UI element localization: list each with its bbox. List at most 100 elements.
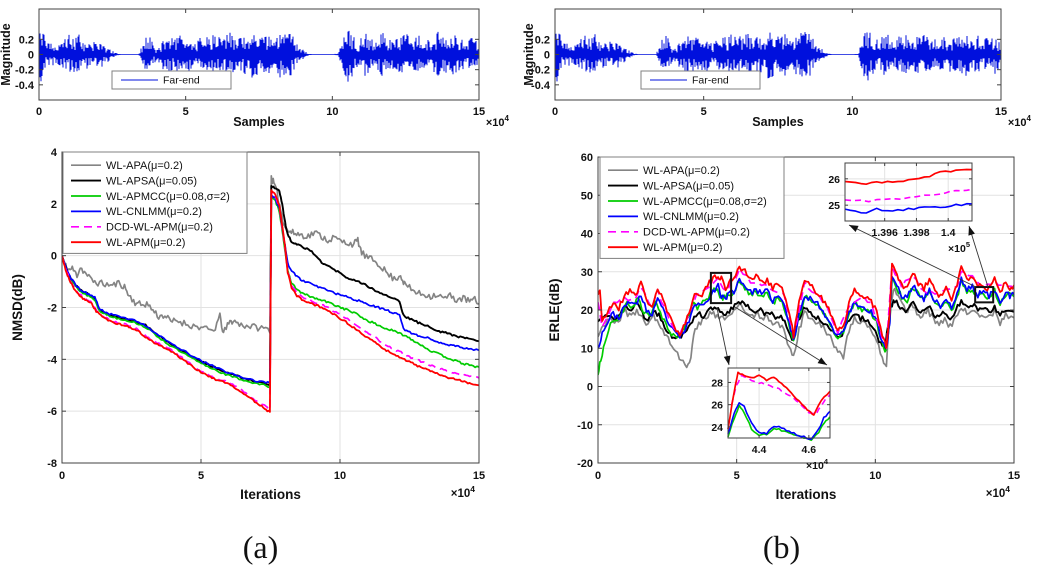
- farend-chart-b: 0 5 10 15 0.2 0 -0.2 -0.4 Samples Magnitude ×104 Fa…: [522, 8, 1032, 129]
- y-tick-label: -20: [577, 458, 593, 470]
- series-DCD-WL-APM(μ=0.2): [844, 188, 973, 203]
- y-tick-label: 4: [51, 147, 58, 159]
- legend-label: WL-CNLMM(μ=0.2): [643, 211, 739, 223]
- y-tick-label: 2: [51, 199, 57, 211]
- axes-ticks: 1.396 1.398 1.4 25 26: [828, 163, 972, 239]
- legend-box: [599, 156, 785, 259]
- nmsd-chart: 0 5 10 15 -8 -6 -4 -2 0 2 4 Iterations NMSD(dB) ×104 W…: [10, 147, 485, 502]
- farend-signal: [39, 30, 479, 82]
- x-axis-label: Iterations: [776, 487, 837, 502]
- axes-ticks: 0 5 10 15 0.2 0 -0.2 -0.4: [531, 9, 1007, 118]
- arrow-line: [734, 306, 828, 366]
- arrow-line: [848, 224, 977, 288]
- x-tick-label: 0: [595, 470, 601, 482]
- y-tick-label: 0: [544, 50, 550, 62]
- series-WL-APMCC(μ=0.08,σ=2): [727, 404, 831, 442]
- farend-signal: [555, 32, 1001, 82]
- x-axis-exponent: ×104: [1008, 114, 1032, 129]
- x-tick-label: 0: [59, 470, 65, 482]
- x-tick-label: 10: [869, 470, 881, 482]
- y-tick-label: -2: [47, 303, 57, 315]
- legend: Far-end: [640, 70, 761, 90]
- x-tick-label: 15: [473, 106, 485, 118]
- legend-label: DCD-WL-APM(μ=0.2): [643, 227, 750, 239]
- y-tick-label: 26: [711, 400, 723, 412]
- y-tick-label: 40: [581, 229, 593, 241]
- x-axis-exponent: ×104: [451, 484, 476, 500]
- axes-box: [844, 162, 973, 222]
- legend-label: WL-APMCC(μ=0.08,σ=2): [106, 191, 230, 203]
- series-WL-CNLMM(μ=0.2): [727, 402, 831, 440]
- zoom-box: [709, 271, 733, 305]
- y-tick-label: -4: [47, 354, 58, 366]
- x-axis-label: Samples: [233, 115, 284, 129]
- y-axis-label: ERLE(dB): [547, 279, 562, 342]
- arrowhead: [817, 357, 827, 365]
- legend-label: WL-APSA(μ=0.05): [106, 175, 197, 187]
- axes-ticks: 0 5 10 15 -8 -6 -4 -2 0 2 4: [47, 147, 485, 482]
- inset-exponent: ×104: [806, 457, 829, 472]
- inset-bg: [728, 368, 830, 438]
- axes-ticks: 0 5 10 15 0.2 0 -0.2 -0.4: [15, 9, 485, 118]
- y-tick-label: -6: [47, 406, 57, 418]
- x-tick-label: 5: [198, 470, 204, 482]
- legend-label: Far-end: [163, 75, 200, 87]
- series-DCD-WL-APM(μ=0.2): [730, 374, 831, 415]
- y-tick-label: 20: [581, 305, 593, 317]
- x-tick-label: 1.4: [941, 227, 956, 239]
- y-tick-label: 0: [587, 382, 593, 394]
- x-tick-label: 10: [326, 106, 338, 118]
- y-tick-label: 0: [28, 50, 34, 62]
- x-tick-label: 5: [701, 106, 707, 118]
- zoom-box: [974, 286, 995, 304]
- erle-chart: 0 5 10 15 -20 -10 0 10 20 30 40 50 60 Iterations ERLE(…: [547, 152, 1020, 502]
- inset-bg: [845, 163, 972, 221]
- x-tick-label: 10: [846, 106, 858, 118]
- legend-label: WL-APA(μ=0.2): [106, 160, 183, 172]
- y-tick-label: 28: [711, 377, 723, 389]
- y-tick-label: 10: [581, 343, 593, 355]
- x-tick-label: 4.6: [802, 444, 817, 456]
- legend-box: [640, 70, 761, 90]
- y-tick-label: -10: [577, 420, 593, 432]
- arrowhead: [849, 225, 859, 233]
- series-WL-CNLMM(μ=0.2): [844, 202, 973, 214]
- legend-label: WL-CNLMM(μ=0.2): [106, 206, 202, 218]
- x-axis-exponent: ×104: [486, 114, 510, 129]
- arrow-line: [716, 307, 730, 366]
- y-tick-label: -8: [47, 458, 57, 470]
- inset-series: [727, 371, 831, 442]
- series-WL-CNLMM(μ=0.2): [598, 275, 1014, 349]
- legend-label: WL-APM(μ=0.2): [106, 237, 185, 249]
- y-axis-label: Magnitude: [522, 23, 536, 86]
- y-tick-label: -0.4: [531, 80, 551, 92]
- farend-chart-a: 0 5 10 15 0.2 0 -0.2 -0.4 Samples Magnitude ×104 Fa…: [0, 8, 510, 129]
- legend-label: Far-end: [692, 75, 729, 87]
- x-axis-label: Samples: [752, 115, 803, 129]
- inset-series: [844, 168, 973, 214]
- y-tick-label: 24: [711, 422, 723, 434]
- plot-series: [598, 262, 1014, 376]
- series-WL-APA(μ=0.2): [62, 174, 479, 334]
- inset-exponent: ×105: [948, 240, 970, 255]
- series-WL-APM(μ=0.2): [844, 168, 973, 186]
- series-WL-APM(μ=0.2): [62, 189, 479, 413]
- y-tick-label: 0: [51, 251, 57, 263]
- legend: WL-APA(μ=0.2) WL-APSA(μ=0.05) WL-APMCC(μ=0…: [62, 151, 248, 254]
- x-axis-exponent: ×104: [986, 484, 1011, 500]
- series-WL-APM(μ=0.2): [598, 262, 1014, 349]
- caption-b: (b): [762, 529, 801, 565]
- axes-box: [727, 367, 831, 439]
- arrowhead: [723, 355, 731, 365]
- x-tick-label: 10: [334, 470, 346, 482]
- legend-label: WL-APM(μ=0.2): [643, 242, 722, 254]
- legend-label: WL-APA(μ=0.2): [643, 165, 720, 177]
- y-tick-label: 30: [581, 267, 593, 279]
- series-WL-APM(μ=0.2): [727, 371, 831, 430]
- y-tick-label: 26: [828, 174, 840, 186]
- y-tick-label: 60: [581, 152, 593, 164]
- y-tick-label: 0.2: [19, 34, 34, 46]
- x-tick-label: 15: [473, 470, 485, 482]
- panel-a: 0 5 10 15 0.2 0 -0.2 -0.4 Samples Magnitude ×104 Fa…: [0, 8, 510, 565]
